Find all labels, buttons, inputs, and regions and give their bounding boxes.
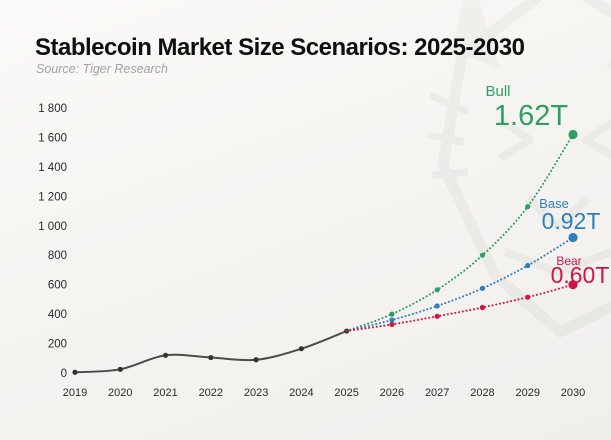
- historical-series-line: [74, 330, 348, 374]
- base-scenario-label: Base: [539, 196, 569, 211]
- y-tick-label: 800: [48, 250, 67, 262]
- x-tick-label: 2025: [334, 387, 358, 399]
- bull-scenario-label: Bull: [485, 83, 511, 100]
- bear-scenario-value: 0.60T: [550, 262, 610, 288]
- historical-data-point: [253, 357, 259, 363]
- y-tick-label: 200: [48, 339, 67, 351]
- bear-end-dot: [568, 280, 578, 290]
- bear-data-point: [479, 304, 486, 311]
- y-tick-label: 400: [48, 309, 67, 321]
- base-scenario-value: 0.92T: [541, 208, 601, 234]
- tiger-watermark-icon: [427, 0, 611, 338]
- x-tick-label: 2027: [425, 387, 449, 399]
- bull-data-point: [434, 287, 440, 293]
- base-end-dot: [568, 232, 578, 243]
- y-tick-label: 1 200: [38, 191, 67, 203]
- historical-data-point: [162, 352, 169, 358]
- base-data-point: [479, 285, 486, 291]
- bull-scenario-value: 1.62T: [493, 100, 569, 132]
- source-caption: Source: Tiger Research: [36, 62, 168, 76]
- y-tick-label: 1 600: [38, 132, 67, 144]
- x-tick-label: 2023: [244, 387, 268, 399]
- x-tick-label: 2019: [63, 387, 87, 399]
- bull-data-point: [525, 204, 531, 210]
- x-tick-label: 2029: [515, 387, 539, 399]
- bull-data-point: [389, 311, 395, 317]
- x-tick-label: 2026: [380, 387, 404, 399]
- bull-data-point: [479, 252, 486, 258]
- bear-series-line: [345, 283, 574, 332]
- base-data-point: [389, 317, 395, 323]
- chart-title: Stablecoin Market Size Scenarios: 2025-2…: [35, 34, 525, 61]
- bull-end-dot: [568, 129, 578, 140]
- bear-data-point: [525, 294, 531, 300]
- base-series-line: [345, 236, 574, 332]
- y-tick-label: 0: [61, 368, 67, 380]
- base-data-point: [434, 303, 440, 309]
- x-tick-label: 2020: [108, 387, 132, 399]
- historical-data-point: [72, 369, 78, 375]
- historical-data-point: [208, 354, 214, 361]
- x-tick-label: 2030: [561, 387, 585, 399]
- y-tick-label: 600: [48, 280, 67, 292]
- historical-data-point: [298, 346, 304, 352]
- y-axis-tick-labels: 1 800 1 600 1 400 1 200 1 000 800 600 400 200 0: [38, 103, 67, 380]
- x-axis-tick-labels: 2019 2020 2021 2022 2023 2024 2025 2026 2027 2028…: [63, 387, 585, 399]
- y-tick-label: 1 000: [38, 221, 67, 233]
- bear-data-point: [389, 321, 395, 328]
- base-data-point: [525, 262, 531, 269]
- x-tick-label: 2024: [289, 387, 313, 399]
- historical-data-point: [117, 366, 123, 372]
- data-series-layer: [72, 129, 578, 375]
- x-tick-label: 2021: [153, 387, 177, 399]
- x-tick-label: 2022: [199, 387, 223, 399]
- y-tick-label: 1 400: [38, 162, 67, 174]
- x-tick-label: 2028: [470, 387, 494, 399]
- bear-data-point: [434, 313, 440, 319]
- y-tick-label: 1 800: [38, 103, 67, 115]
- bear-scenario-label: Bear: [556, 254, 582, 268]
